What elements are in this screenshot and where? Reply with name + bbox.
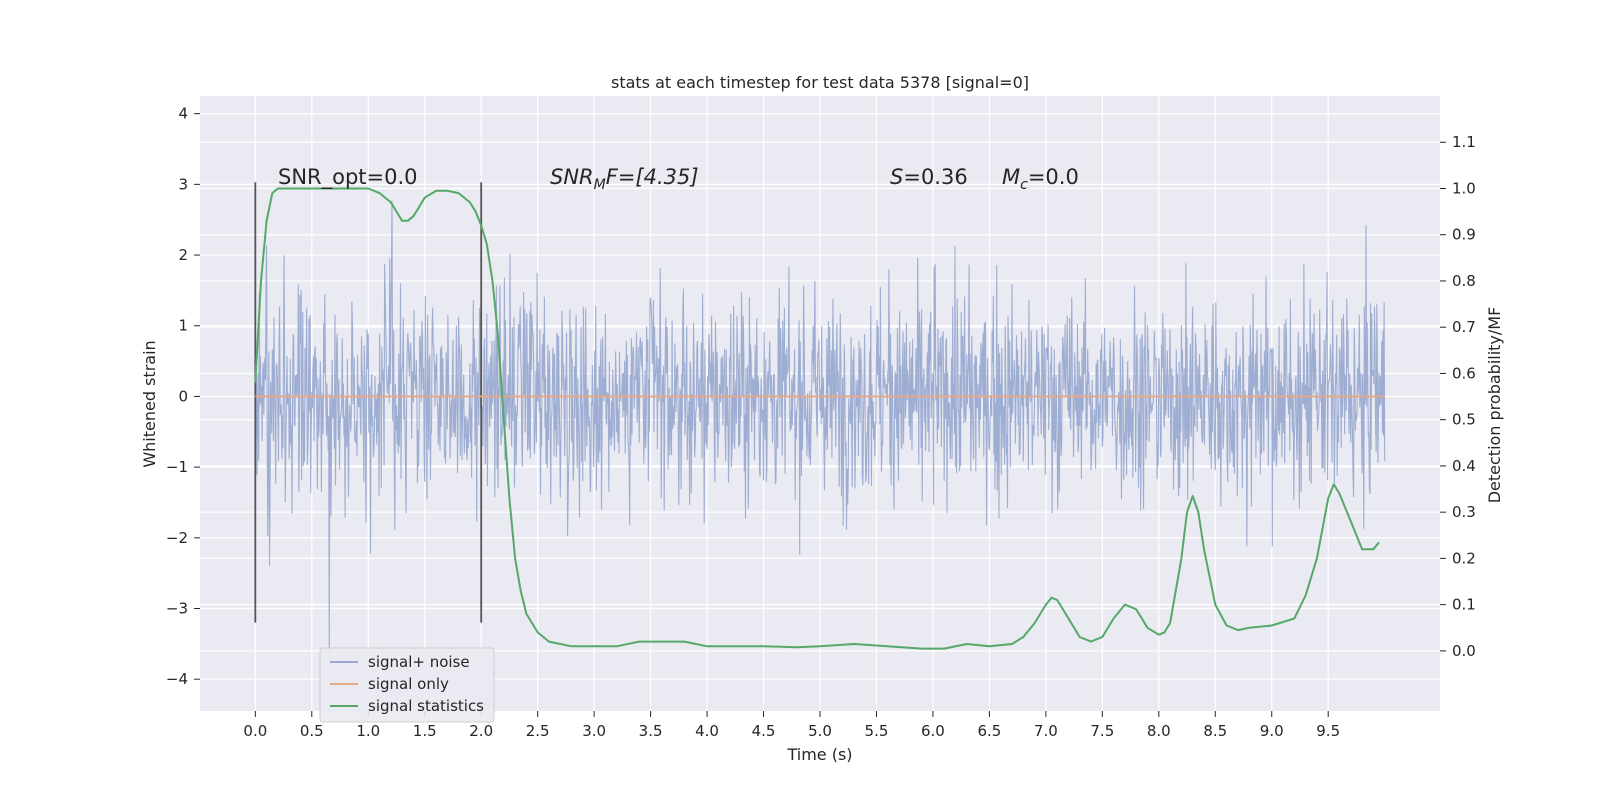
annotation-mc-tail: =0.0 (1028, 165, 1079, 189)
y-tick-label-right: 0.5 (1452, 411, 1476, 429)
legend-label-noise: signal+ noise (368, 653, 470, 671)
y-axis-label-left: Whitened strain (140, 340, 159, 467)
annotation-snr-mf-tail: F=[4.35] (606, 165, 699, 189)
vertical-markers (254, 182, 483, 623)
x-tick-label: 3.0 (582, 722, 606, 740)
y-tick-label-right: 0.6 (1452, 364, 1476, 382)
signal-statistics-series (254, 187, 1380, 650)
y-tick-label-left: −1 (166, 458, 188, 476)
signal-noise-series (254, 200, 1386, 656)
x-tick-label: 2.5 (526, 722, 550, 740)
y-ticks-right: 1.1 1.0 0.9 0.8 0.7 0.6 0.5 0.4 0.3 0.2 0.1 0.0 (1440, 133, 1476, 660)
annotation-s-main: S (890, 165, 903, 189)
y-tick-label-right: 1.1 (1452, 133, 1476, 151)
y-tick-label-right: 0.7 (1452, 318, 1476, 336)
annotation-mc-sub: c (1020, 177, 1028, 193)
x-tick-label: 8.5 (1203, 722, 1227, 740)
signal-noise-line (254, 200, 1386, 656)
x-tick-label: 5.5 (865, 722, 889, 740)
y-tick-label-right: 1.0 (1452, 179, 1476, 197)
y-tick-label-right: 0.4 (1452, 457, 1476, 475)
legend-box (319, 647, 495, 723)
chart-title: stats at each timestep for test data 537… (611, 73, 1029, 92)
annotation-snr-opt: SNR_opt=0.0 (278, 165, 418, 190)
annotation-s-tail: =0.36 (903, 165, 967, 189)
y-axis-label-right: Detection probability/MF (1485, 307, 1504, 504)
y-tick-label-left: 4 (178, 105, 188, 123)
x-axis-label: Time (s) (786, 745, 852, 764)
x-tick-label: 7.5 (1090, 722, 1114, 740)
y-tick-label-left: −2 (166, 529, 188, 547)
y-tick-label-right: 0.0 (1452, 642, 1476, 660)
x-ticks: 0.0 0.5 1.0 1.5 2.0 2.5 3.0 3.5 4.0 4.5 5.0 5.5 6.0 6… (243, 711, 1340, 740)
legend-label-stats: signal statistics (368, 697, 484, 715)
x-tick-label: 7.0 (1034, 722, 1058, 740)
annotation-s: S=0.36 (890, 165, 968, 189)
annotation-snr-mf: SNRMF=[4.35] (550, 165, 699, 193)
y-tick-label-left: 1 (178, 317, 188, 335)
x-tick-label: 9.5 (1316, 722, 1340, 740)
x-tick-label: 5.0 (808, 722, 832, 740)
annotation-mc: Mc=0.0 (1002, 165, 1079, 193)
y-tick-label-right: 0.9 (1452, 226, 1476, 244)
signal-statistics-line (254, 187, 1380, 650)
x-tick-label: 8.0 (1147, 722, 1171, 740)
x-tick-label: 4.0 (695, 722, 719, 740)
annotation-mc-main: M (1002, 165, 1020, 189)
y-tick-label-left: −3 (166, 600, 188, 618)
legend-label-signal: signal only (368, 675, 449, 693)
legend: signal+ noise signal only signal statist… (319, 647, 495, 723)
annotation-snr-mf-sub: M (594, 177, 606, 193)
y-tick-label-right: 0.3 (1452, 503, 1476, 521)
y-tick-label-right: 0.1 (1452, 596, 1476, 614)
annotation-snr-mf-main: SNR (550, 165, 594, 189)
y-tick-label-left: 3 (178, 175, 188, 193)
y-tick-label-left: −4 (166, 670, 188, 688)
x-tick-label: 9.0 (1260, 722, 1284, 740)
x-tick-label: 3.5 (639, 722, 663, 740)
x-tick-label: 4.5 (752, 722, 776, 740)
x-tick-label: 0.5 (300, 722, 324, 740)
x-tick-label: 1.5 (413, 722, 437, 740)
x-tick-label: 0.0 (243, 722, 267, 740)
y-tick-label-right: 0.2 (1452, 549, 1476, 567)
x-tick-label: 1.0 (356, 722, 380, 740)
y-tick-label-right: 0.8 (1452, 272, 1476, 290)
x-tick-label: 2.0 (469, 722, 493, 740)
y-tick-label-left: 2 (178, 246, 188, 264)
x-tick-label: 6.5 (977, 722, 1001, 740)
x-tick-label: 6.0 (921, 722, 945, 740)
y-ticks-left: 4 3 2 1 0 −1 −2 −3 −4 (166, 105, 200, 688)
y-tick-label-left: 0 (178, 387, 188, 405)
